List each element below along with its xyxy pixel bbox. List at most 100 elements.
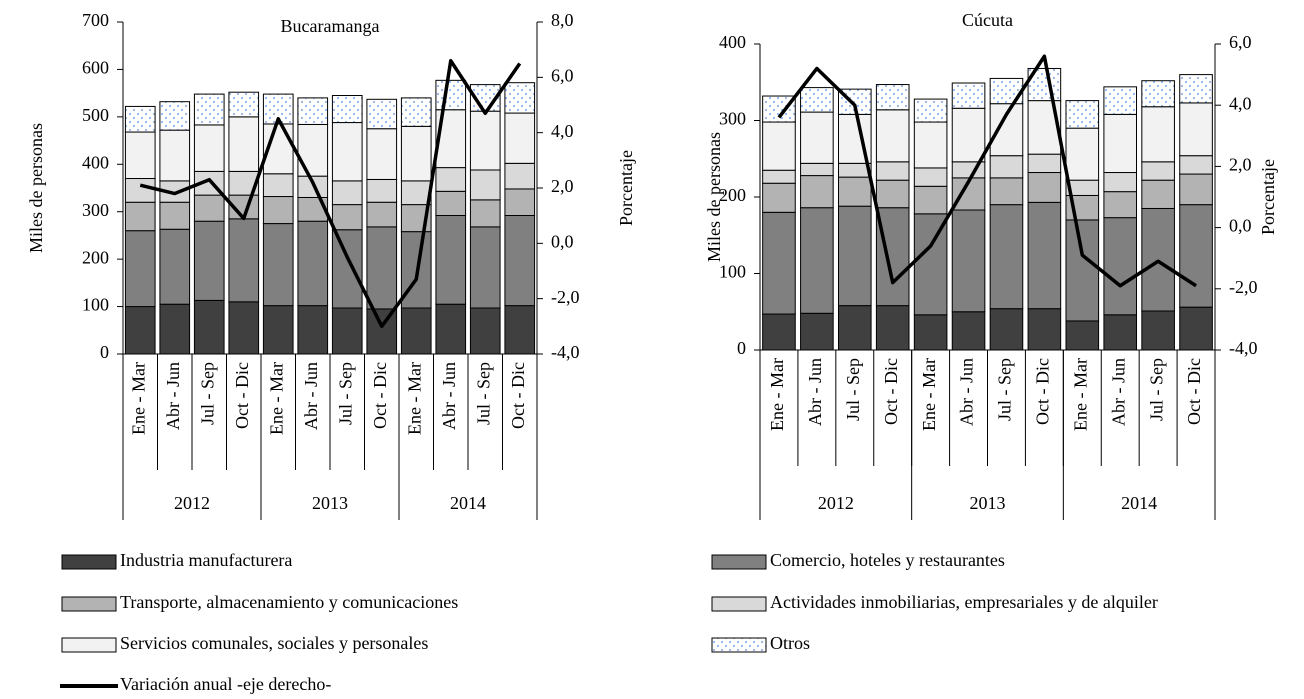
bar-segment: [504, 162, 536, 190]
x-tick-label: Ene - Mar: [128, 362, 148, 435]
y2-axis-label: Porcentaje: [616, 150, 636, 226]
x-tick-label: Ene - Mar: [404, 362, 424, 435]
x-tick-label: Jul - Sep: [1146, 358, 1166, 421]
bar-segment: [228, 218, 260, 303]
bar-segment: [1179, 173, 1213, 206]
bar-segment: [159, 303, 191, 355]
bar-segment: [1179, 155, 1213, 175]
legend-swatch: [61, 554, 117, 570]
bar-segment: [435, 79, 467, 111]
bar-segment: [331, 95, 363, 124]
bar-segment: [262, 173, 294, 198]
bar-segment: [504, 112, 536, 164]
x-tick-label: Oct - Dic: [370, 362, 390, 429]
legend-swatch: [711, 637, 767, 653]
bar-segment: [1103, 172, 1138, 193]
bar-segment: [1141, 179, 1175, 209]
bar-segment: [262, 223, 294, 307]
bar-segment: [193, 93, 225, 126]
bar-segment: [504, 188, 536, 217]
y2-tick-label: 8,0: [551, 10, 574, 30]
y-tick-label: 600: [82, 58, 109, 78]
bar-segment: [159, 101, 191, 131]
bar-segment: [124, 131, 156, 180]
legend-swatch: [61, 637, 117, 653]
bar-segment: [1179, 306, 1213, 351]
y-tick-label: 400: [82, 152, 109, 172]
bar-segment: [469, 226, 501, 309]
bar-segment: [913, 98, 948, 123]
bar-segment: [1179, 74, 1213, 104]
legend-label: Actividades inmobiliarias, empresariales…: [770, 592, 1158, 612]
bar-segment: [875, 305, 910, 351]
bar-segment: [124, 230, 156, 308]
bar-segment: [469, 199, 501, 228]
y2-tick-label: 2,0: [551, 176, 574, 196]
legend-swatch: [711, 596, 767, 612]
bar-segment: [913, 185, 948, 215]
bar-segment: [469, 169, 501, 201]
bar-segment: [762, 313, 796, 351]
y2-tick-label: 0,0: [551, 231, 574, 251]
bar-segment: [800, 175, 834, 209]
chart-title: Bucaramanga: [281, 16, 380, 36]
y2-tick-label: 4,0: [551, 121, 574, 141]
bar-segment: [951, 82, 986, 109]
legend-swatch: [711, 554, 767, 570]
bar-segment: [800, 207, 834, 314]
y2-tick-label: 0,0: [1229, 216, 1252, 236]
bar-segment: [400, 125, 432, 182]
bar-segment: [913, 314, 948, 351]
y-tick-label: 700: [82, 10, 109, 30]
bar-segment: [1065, 320, 1100, 351]
bar-segment: [913, 213, 948, 316]
bar-segment: [124, 306, 156, 355]
legend-label: Industria manufacturera: [120, 550, 292, 570]
y2-tick-label: -2,0: [1229, 277, 1258, 297]
bar-segment: [297, 97, 329, 125]
bar-segment: [366, 128, 398, 180]
y-tick-label: 100: [82, 295, 109, 315]
x-tick-label: Oct - Dic: [508, 362, 528, 429]
y-tick-label: 300: [82, 200, 109, 220]
bar-segment: [762, 211, 796, 315]
bar-segment: [762, 121, 796, 171]
bar-segment: [504, 82, 536, 114]
bar-segment: [1103, 86, 1138, 115]
group-label: 2012: [818, 493, 854, 513]
bar-segment: [1027, 153, 1062, 174]
y2-tick-label: 4,0: [1229, 93, 1252, 113]
bar-segment: [297, 123, 329, 177]
line-series: [139, 58, 522, 329]
bar-segment: [837, 305, 872, 351]
bar-segment: [331, 307, 363, 355]
bar-segment: [1103, 217, 1138, 316]
y-tick-label: 200: [719, 185, 746, 205]
bar-segment: [297, 220, 329, 307]
bar-segment: [193, 124, 225, 172]
group-label: 2013: [312, 493, 348, 513]
y-tick-label: 100: [719, 262, 746, 282]
bar-segment: [400, 307, 432, 355]
bar-segment: [228, 91, 260, 118]
legend-label: Transporte, almacenamiento y comunicacio…: [120, 592, 458, 612]
bar-segment: [1141, 310, 1175, 351]
bar-segment: [124, 178, 156, 203]
y2-tick-label: -2,0: [551, 287, 580, 307]
legend-label: Servicios comunales, sociales y personal…: [120, 633, 428, 653]
bar-segment: [913, 167, 948, 187]
y-tick-label: 0: [100, 342, 109, 362]
bar-segment: [193, 299, 225, 355]
x-tick-label: Jul - Sep: [335, 362, 355, 425]
bar-segment: [504, 305, 536, 355]
bar-segment: [193, 220, 225, 301]
bar-segment: [262, 196, 294, 225]
bar-segment: [228, 301, 260, 355]
bar-segment: [366, 308, 398, 355]
bar-segment: [435, 190, 467, 217]
legend-label: Comercio, hoteles y restaurantes: [770, 550, 1005, 570]
bar-segment: [1103, 191, 1138, 219]
bar-segment: [1141, 106, 1175, 163]
y-tick-label: 0: [737, 338, 746, 358]
x-tick-label: Oct - Dic: [881, 358, 901, 425]
